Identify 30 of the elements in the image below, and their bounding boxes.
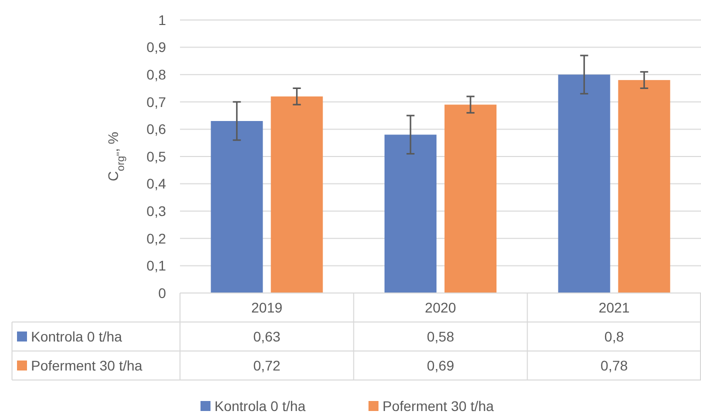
bar xyxy=(270,96,323,293)
y-tick-label: 0,7 xyxy=(146,94,166,110)
data-label: 0,58 xyxy=(426,328,454,344)
bar xyxy=(384,134,436,293)
bar xyxy=(444,104,496,293)
data-label: 0,63 xyxy=(253,328,281,344)
bar xyxy=(618,80,670,293)
y-tick-label: 0,8 xyxy=(146,66,166,82)
data-label: 0,72 xyxy=(253,357,281,374)
y-tick-label: 0,2 xyxy=(146,230,166,246)
text: Kontrola 0 t/ha xyxy=(214,398,306,414)
y-tick-label: 0,3 xyxy=(146,203,166,219)
y-tick-label: 0 xyxy=(158,284,166,301)
legend-label: Poferment 30 t/ha xyxy=(382,398,494,414)
legend-label: Kontrola 0 t/ha xyxy=(31,328,122,344)
y-tick-label: 0,4 xyxy=(146,176,166,192)
x-tick-label: 2019 xyxy=(251,299,283,316)
data-label: 0,69 xyxy=(426,357,454,374)
y-tick-label: 0,5 xyxy=(146,148,166,164)
y-tick-label: 1 xyxy=(158,12,166,28)
y-tick-label: 0,6 xyxy=(146,121,166,138)
bar xyxy=(210,121,263,293)
x-tick-label: 2020 xyxy=(424,299,456,316)
data-label: 0,78 xyxy=(600,357,628,374)
bar xyxy=(558,74,610,293)
y-tick-label: 0,9 xyxy=(146,39,166,56)
data-label: 0,8 xyxy=(604,328,624,344)
text: Poferment 30 t/ha xyxy=(31,357,142,374)
y-tick-label: 0,1 xyxy=(146,258,166,274)
x-tick-label: 2021 xyxy=(598,299,630,316)
